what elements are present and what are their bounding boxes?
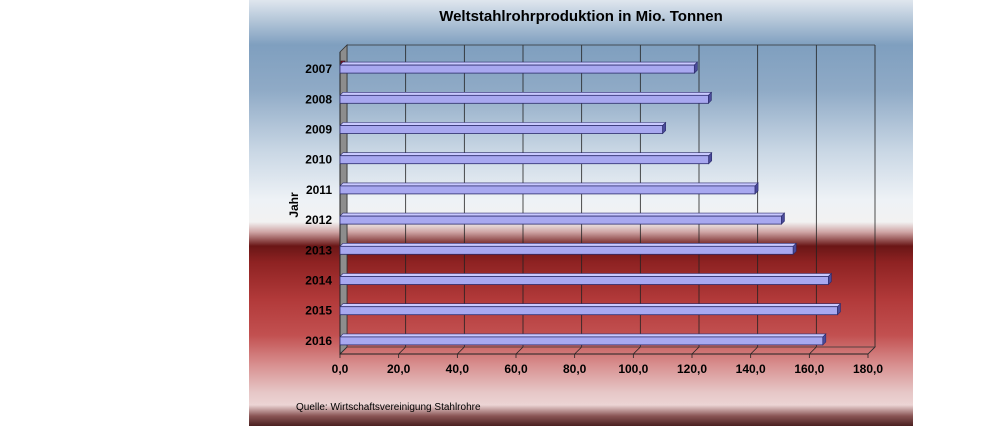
gridline-foot	[574, 346, 582, 355]
bar-end	[792, 242, 797, 256]
gridline-foot	[457, 346, 465, 355]
y-tick-label: 2010	[305, 153, 332, 167]
bar	[339, 182, 759, 195]
y-tick-label: 2011	[306, 183, 332, 197]
bar-top	[339, 61, 699, 66]
bar-front	[339, 185, 756, 195]
bar	[339, 121, 667, 135]
bar-front	[339, 125, 664, 134]
x-tick-label: 180,0	[853, 362, 883, 376]
bar-top	[339, 243, 797, 247]
bar-top	[339, 273, 833, 277]
bar-top	[339, 92, 713, 96]
x-tick-label: 20,0	[387, 362, 411, 376]
x-tick-label: 120,0	[677, 362, 707, 376]
bar	[339, 242, 797, 256]
bar-end	[694, 61, 698, 74]
x-tick-label: 60,0	[504, 362, 528, 376]
bar-front	[339, 306, 838, 316]
x-tick-labels: 0,0 20,0 40,0 60,0 80,0 100,0 120,0 140,0 160,0 1…	[332, 362, 884, 376]
x-tick-label: 40,0	[446, 362, 470, 376]
gridline-foot	[691, 346, 700, 355]
bar-front	[339, 245, 794, 255]
source-note: Quelle: Wirtschaftsvereinigung Stahlrohr…	[296, 402, 481, 413]
y-tick-label: 2009	[305, 123, 332, 137]
chart-title: Weltstahlrohrproduktion in Mio. Tonnen	[439, 8, 723, 25]
bar-end	[781, 212, 785, 225]
bar-top	[339, 182, 759, 187]
bar-top	[339, 333, 827, 338]
bar-front	[339, 215, 782, 225]
bar-top	[339, 212, 786, 217]
gridline-foot	[809, 346, 817, 355]
bar	[339, 61, 699, 74]
bar	[339, 333, 827, 346]
gridline-foot	[633, 346, 641, 355]
bar-front	[339, 64, 695, 74]
x-tick-label: 140,0	[736, 362, 766, 376]
x-tick-label: 160,0	[794, 362, 824, 376]
x-tick-label: 0,0	[332, 362, 349, 376]
bar	[339, 91, 713, 105]
bar-front	[339, 276, 829, 285]
bar-top	[339, 303, 842, 308]
y-axis-label: Jahr	[287, 192, 301, 218]
bar	[339, 272, 833, 286]
bar	[339, 212, 786, 225]
bar-end	[754, 182, 759, 195]
bar-end	[828, 272, 832, 286]
y-tick-label: 2016	[305, 334, 332, 348]
x-tick-label: 100,0	[618, 362, 648, 376]
bar-top	[339, 122, 667, 126]
bar-end	[708, 151, 713, 165]
bar-end	[708, 91, 712, 105]
bar-front	[339, 94, 709, 104]
bar-end	[837, 302, 841, 316]
bar	[339, 151, 713, 165]
bar-top	[339, 152, 713, 156]
y-tick-label: 2013	[305, 243, 332, 257]
bar-end	[822, 333, 827, 346]
gridline-foot	[750, 346, 758, 355]
gridline-foot	[398, 346, 406, 355]
y-tick-label: 2008	[305, 92, 332, 106]
y-tick-label: 2012	[305, 213, 332, 227]
y-tick-labels: 2007 2008 2009 2010 2011 2012 2013 2014 2015 2016	[305, 62, 332, 348]
bar	[339, 302, 842, 316]
x-tick-label: 80,0	[563, 362, 587, 376]
y-tick-label: 2014	[305, 274, 332, 288]
bar-end	[662, 121, 666, 135]
y-tick-label: 2015	[305, 304, 332, 318]
y-tick-label: 2007	[305, 62, 332, 76]
bar-front	[339, 155, 710, 165]
gridline-foot	[515, 346, 524, 355]
bars	[339, 61, 842, 346]
bar-front	[339, 336, 824, 346]
floor	[339, 346, 876, 355]
